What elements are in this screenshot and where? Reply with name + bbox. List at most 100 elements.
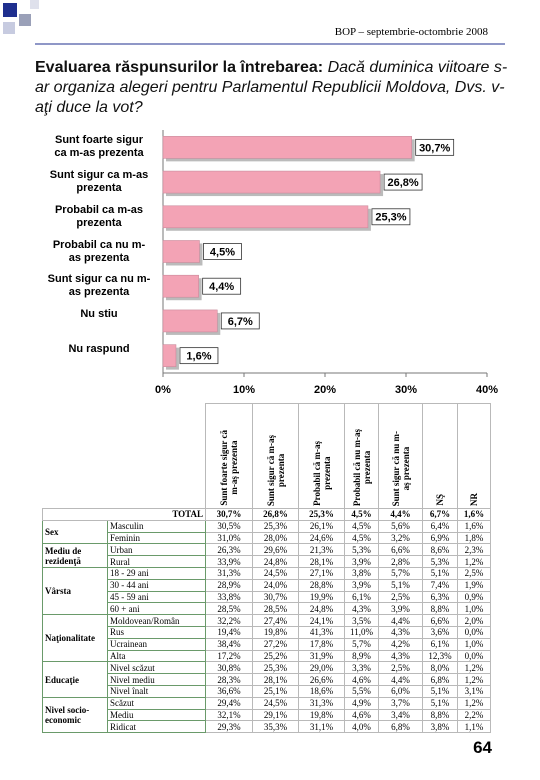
cell: 24,5% xyxy=(252,696,299,710)
bar xyxy=(162,274,199,298)
cell: 4,5% xyxy=(344,531,379,545)
cell: 5,1% xyxy=(422,696,458,710)
group-label: Vârsta xyxy=(42,566,108,616)
cell: 5,6% xyxy=(378,519,423,533)
row: 30 - 44 ani 28,9% 24,0% 28,8% 3,9% 5,1% 7,4% 1,… xyxy=(43,578,491,592)
corner xyxy=(43,404,206,509)
cell: 8,8% xyxy=(422,602,458,616)
cell: 3,9% xyxy=(378,602,423,616)
value-label: 30,7% xyxy=(419,142,450,154)
cell: 25,1% xyxy=(252,684,299,698)
row-label: Ucrainean xyxy=(107,637,206,651)
row: Mediu 32,1% 29,1% 19,8% 4,6% 3,4% 8,8% 2,2% xyxy=(43,708,491,722)
group-label: Sex xyxy=(42,519,108,545)
column-header: NR xyxy=(469,493,479,506)
cell: 2,3% xyxy=(457,543,491,557)
cell: 19,4% xyxy=(205,625,253,639)
cell: 0,0% xyxy=(457,625,491,639)
cell: 6,6% xyxy=(422,614,458,627)
column-header: Sunt foarte sigur că m-aş prezenta xyxy=(219,430,239,506)
cell: 6,8% xyxy=(378,720,423,734)
cell: 25,3% xyxy=(252,519,299,533)
column-header: NŞ xyxy=(435,494,445,506)
row-label: Feminin xyxy=(107,531,206,545)
cell: 8,9% xyxy=(344,649,379,663)
cell: 6,1% xyxy=(344,590,379,604)
cell: 3,3% xyxy=(344,661,379,675)
x-tick-label: 10% xyxy=(233,384,255,396)
row-label: Ridicat xyxy=(107,720,206,734)
cell: 5,5% xyxy=(344,684,379,698)
cell: 4,9% xyxy=(344,696,379,710)
column-header-cell: Probabil că nu m-aş prezenta xyxy=(344,403,379,509)
total-cell: 25,3% xyxy=(298,508,345,521)
cell: 32,1% xyxy=(205,708,253,722)
total-cell: 30,7% xyxy=(205,508,253,521)
column-header-cell: Sunt sigur că nu m- aş prezenta xyxy=(378,403,423,509)
title-lead: Evaluarea răspunsurilor la întrebarea: xyxy=(35,59,324,76)
cell: 1,2% xyxy=(457,696,491,710)
cell: 8,0% xyxy=(422,661,458,675)
title: Evaluarea răspunsurilor la întrebarea: D… xyxy=(35,58,515,118)
cell: 24,8% xyxy=(298,602,345,616)
value-label-box xyxy=(383,173,423,191)
cell: 28,0% xyxy=(252,531,299,545)
cell: 4,3% xyxy=(378,649,423,663)
row: Vârsta 18 - 29 ani 31,3% 24,5% 27,1% 3,8% 5,7%… xyxy=(42,566,491,616)
row: Rus 19,4% 19,8% 41,3% 11,0% 4,3% 3,6% 0,0% xyxy=(43,625,491,639)
column-header: Probabil că nu m-aş prezenta xyxy=(351,428,372,506)
value-label: 4,4% xyxy=(209,281,234,293)
category-label: Nu raspund xyxy=(68,342,130,355)
column-header-cell: NR xyxy=(457,403,491,509)
cell: 3,2% xyxy=(378,531,423,545)
category-label: Probabil ca m-as prezenta xyxy=(54,203,144,229)
value-label: 1,6% xyxy=(186,351,211,363)
cell: 1,0% xyxy=(457,602,491,616)
cell: 38,4% xyxy=(205,637,253,651)
cell: 29,3% xyxy=(205,720,253,734)
cell: 27,2% xyxy=(252,637,299,651)
cell: 7,4% xyxy=(422,578,458,592)
row-label: 30 - 44 ani xyxy=(107,578,206,592)
cell: 6,0% xyxy=(378,684,423,698)
cell: 24,1% xyxy=(298,614,345,627)
cell: 26,1% xyxy=(298,519,345,533)
column-header-cell: NŞ xyxy=(422,403,458,509)
row-label: 18 - 29 ani xyxy=(107,566,206,580)
page-number: 64 xyxy=(473,738,492,757)
cell: 19,8% xyxy=(298,708,345,722)
cell: 2,2% xyxy=(457,708,491,722)
cell: 29,0% xyxy=(298,661,345,675)
cell: 6,1% xyxy=(422,637,458,651)
cell: 29,4% xyxy=(205,696,253,710)
row: Feminin 31,0% 28,0% 24,6% 4,5% 3,2% 6,9% 1,8% xyxy=(43,531,491,545)
cell: 2,5% xyxy=(378,590,423,604)
group-label: Educaţie xyxy=(42,661,108,698)
cell: 3,1% xyxy=(457,684,491,698)
cell: 28,5% xyxy=(252,602,299,616)
cell: 25,2% xyxy=(252,649,299,663)
cell: 5,7% xyxy=(344,637,379,651)
row: Ucrainean 38,4% 27,2% 17,8% 5,7% 4,2% 6,1% 1,0% xyxy=(43,637,491,651)
cell: 4,4% xyxy=(378,673,423,686)
row-label: 60 + ani xyxy=(107,602,206,616)
cell: 26,6% xyxy=(298,673,345,686)
value-label-box xyxy=(203,243,242,260)
row-label: Moldovean/Român xyxy=(107,614,206,627)
cell: 28,1% xyxy=(252,673,299,686)
group-label: Nivel socio-economic xyxy=(42,696,108,734)
title-question: Dacă duminica viitoare s-ar organiza ale… xyxy=(35,59,508,116)
cell: 2,0% xyxy=(457,614,491,627)
cell: 1,2% xyxy=(457,673,491,686)
value-label: 26,8% xyxy=(387,177,418,189)
cell: 5,1% xyxy=(378,578,423,592)
decor-square xyxy=(3,22,15,34)
cell: 5,1% xyxy=(422,684,458,698)
cell: 8,8% xyxy=(422,708,458,722)
cell: 4,3% xyxy=(378,625,423,639)
row: Ridicat 29,3% 35,3% 31,1% 4,0% 6,8% 3,8% 1,1% xyxy=(43,720,491,734)
total-cell: 4,5% xyxy=(344,508,379,521)
cell: 4,4% xyxy=(378,614,423,627)
cell: 0,9% xyxy=(457,590,491,604)
value-label-box xyxy=(371,208,411,226)
